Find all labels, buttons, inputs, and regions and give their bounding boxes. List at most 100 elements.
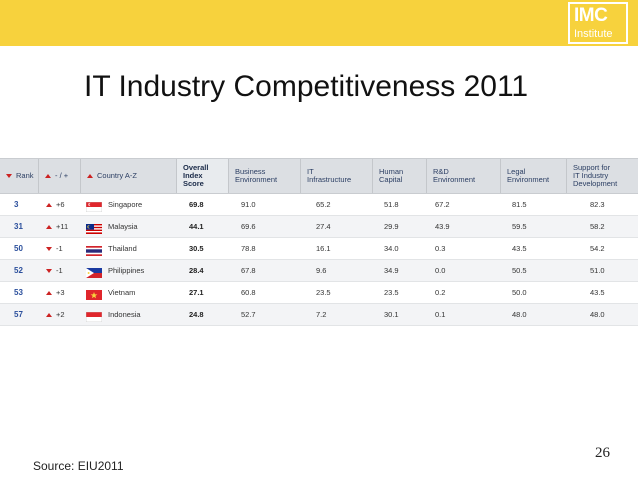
header-line: Overall (183, 163, 209, 172)
header-line: Infrastructure (307, 175, 352, 184)
header-rnd[interactable]: R&D Environment (426, 159, 500, 193)
rnd-env-cell: 0.1 (435, 310, 446, 319)
header-overall[interactable]: Overall Index Score (176, 159, 228, 193)
rank-change-value: -1 (56, 244, 63, 253)
country-name-cell: Vietnam (108, 288, 136, 297)
header-rank[interactable]: Rank (0, 159, 38, 193)
table-row[interactable]: +6 Singapore 3 69.8 91.0 65.2 51.8 67.2 81.5 82.3 (0, 194, 638, 216)
support-cell: 82.3 (590, 200, 605, 209)
country-name-cell: Singapore (108, 200, 143, 209)
page-number: 26 (595, 445, 610, 461)
human-capital-cell: 34.0 (384, 244, 399, 253)
human-capital-cell: 23.5 (384, 288, 399, 297)
header-line: Environment (433, 175, 476, 184)
overall-score-cell: 27.1 (189, 288, 204, 297)
header-line: Support for (573, 163, 611, 172)
rank-change-value: +11 (56, 222, 69, 231)
header-legal[interactable]: Legal Environment (500, 159, 566, 193)
flag-malaysia-icon (86, 221, 102, 234)
it-infrastructure-cell: 16.1 (316, 244, 331, 253)
table-row[interactable]: -1 Thailand 50 30.5 78.8 16.1 34.0 0.3 43.5 54.2 (0, 238, 638, 260)
header-line: Business (235, 167, 266, 176)
business-env-cell: 67.8 (241, 266, 256, 275)
rank-cell: 3 (14, 200, 19, 209)
legal-env-cell: 50.0 (512, 288, 527, 297)
rank-cell: 50 (14, 244, 23, 253)
human-capital-cell: 51.8 (384, 200, 399, 209)
header-line: R&D (433, 167, 449, 176)
flag-vietnam-icon (86, 287, 102, 300)
header-line: Capital (379, 175, 403, 184)
flag-thailand-icon (86, 243, 102, 256)
it-infrastructure-cell: 23.5 (316, 288, 331, 297)
table-body: +6 Singapore 3 69.8 91.0 65.2 51.8 67.2 81.5 82.3… (0, 194, 638, 326)
header-change-label: - / + (55, 171, 69, 180)
header-business-label: Business Environment (235, 168, 277, 184)
header-infra[interactable]: IT Infrastructure (300, 159, 372, 193)
legal-env-cell: 81.5 (512, 200, 527, 209)
table-row[interactable]: +3 Vietnam 53 27.1 60.8 23.5 23.5 0.2 50.0 43.5 (0, 282, 638, 304)
business-env-cell: 69.6 (241, 222, 256, 231)
rank-change-value: -1 (56, 266, 63, 275)
flag-indonesia-icon (85, 309, 103, 323)
support-cell: 58.2 (590, 222, 605, 231)
header-rnd-label: R&D Environment (433, 168, 475, 184)
flag-philippines-icon (86, 265, 102, 278)
header-overall-label: Overall Index Score (183, 164, 208, 188)
it-infrastructure-cell: 65.2 (316, 200, 331, 209)
header-infra-label: IT Infrastructure (307, 168, 351, 184)
imc-institute-logo: IMC Institute (568, 2, 628, 44)
header-change[interactable]: - / + (38, 159, 80, 193)
header-human[interactable]: Human Capital (372, 159, 426, 193)
country-name-cell: Thailand (108, 244, 137, 253)
legal-env-cell: 48.0 (512, 310, 527, 319)
rank-change-cell: +3 (46, 282, 65, 303)
support-cell: 43.5 (590, 288, 605, 297)
rank-change-value: +3 (56, 288, 65, 297)
business-env-cell: 91.0 (241, 200, 256, 209)
table-row[interactable]: +2 Indonesia 57 24.8 52.7 7.2 30.1 0.1 48.0 48.0 (0, 304, 638, 326)
header-line: Human (379, 167, 404, 176)
header-support[interactable]: Support for IT Industry Development (566, 159, 638, 193)
arrow-up-icon (46, 224, 52, 229)
logo-main-text: IMC (574, 5, 608, 26)
header-country[interactable]: Country A-Z (80, 159, 176, 193)
rnd-env-cell: 0.3 (435, 244, 446, 253)
human-capital-cell: 34.9 (384, 266, 399, 275)
legal-env-cell: 59.5 (512, 222, 527, 231)
legal-env-cell: 43.5 (512, 244, 527, 253)
header-line: Development (573, 179, 618, 188)
header-line: IT (307, 167, 314, 176)
header-line: IT Industry (573, 171, 609, 180)
arrow-up-icon (46, 312, 52, 317)
human-capital-cell: 30.1 (384, 310, 399, 319)
rank-change-value: +2 (56, 310, 65, 319)
slide-title: IT Industry Competitiveness 2011 (84, 70, 529, 103)
header-line: Index (183, 171, 203, 180)
country-name-cell: Indonesia (108, 310, 141, 319)
rank-cell: 57 (14, 310, 23, 319)
overall-score-cell: 69.8 (189, 200, 204, 209)
header-line: Environment (507, 175, 550, 184)
rank-cell: 53 (14, 288, 23, 297)
arrow-up-icon (46, 290, 52, 295)
rnd-env-cell: 67.2 (435, 200, 450, 209)
table-row[interactable]: -1 Philippines 52 28.4 67.8 9.6 34.9 0.0 50.5 51.… (0, 260, 638, 282)
country-name-cell: Philippines (108, 266, 145, 275)
logo-sub-text: Institute (574, 28, 613, 40)
rank-cell: 52 (14, 266, 23, 275)
header-line: Environment (235, 175, 278, 184)
business-env-cell: 60.8 (241, 288, 256, 297)
table-row[interactable]: +11 Malaysia 31 44.1 69.6 27.4 29.9 43.9 59.5 58.… (0, 216, 638, 238)
header-rank-label: Rank (16, 171, 34, 180)
business-env-cell: 78.8 (241, 244, 256, 253)
sort-desc-icon (6, 174, 12, 178)
flag-singapore-icon (85, 199, 103, 213)
rnd-env-cell: 0.0 (435, 266, 446, 275)
rank-change-cell: +2 (46, 304, 65, 325)
arrow-down-icon (46, 246, 52, 251)
human-capital-cell: 29.9 (384, 222, 399, 231)
business-env-cell: 52.7 (241, 310, 256, 319)
header-line: Score (183, 179, 204, 188)
header-business[interactable]: Business Environment (228, 159, 300, 193)
